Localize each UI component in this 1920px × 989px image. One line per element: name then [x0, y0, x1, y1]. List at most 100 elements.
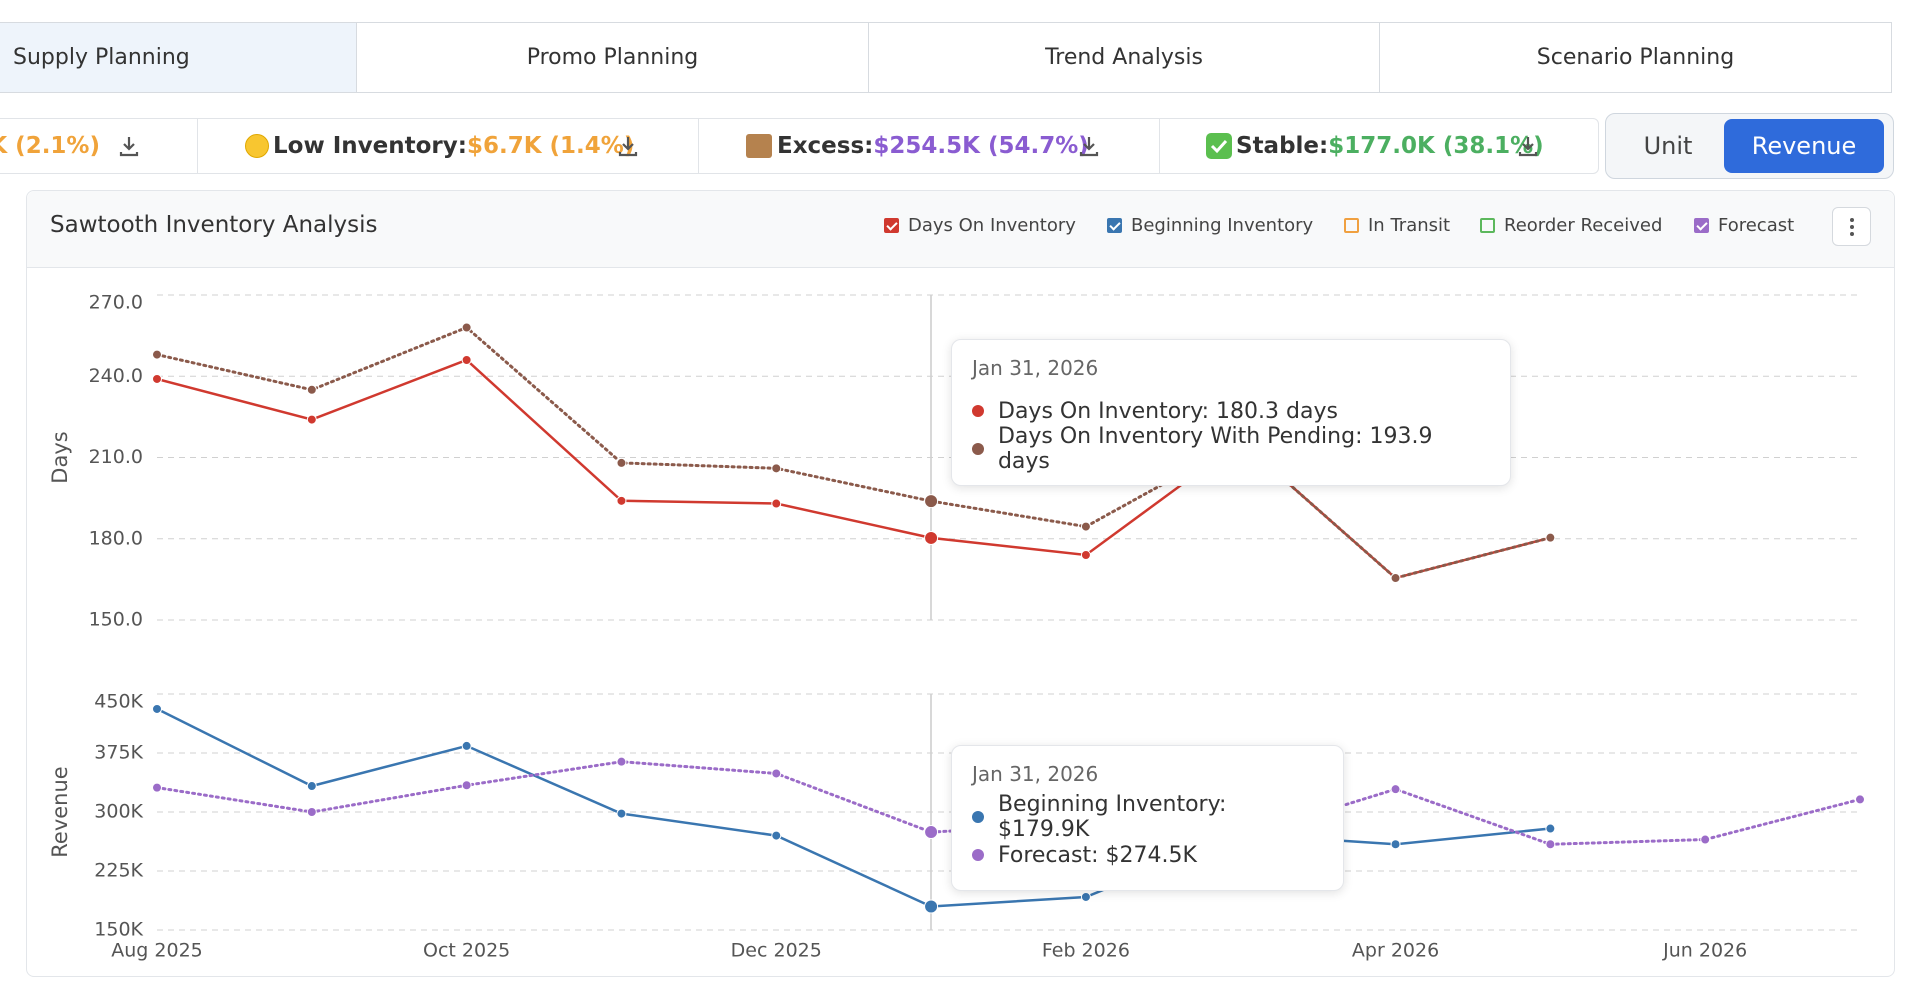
kpi-value: 9K (2.1%)	[0, 130, 100, 162]
legend-item[interactable]: Reorder Received	[1480, 215, 1662, 236]
data-point	[461, 322, 472, 333]
data-point	[152, 782, 162, 793]
tooltip-row: Days On Inventory With Pending: 193.9 da…	[972, 424, 1490, 474]
kpi-bar	[0, 118, 1599, 174]
tooltip-row: Forecast: $274.5K	[972, 836, 1323, 874]
kpi-label: Stable:	[1236, 133, 1329, 159]
download-button[interactable]	[1515, 133, 1541, 159]
data-point	[1080, 521, 1091, 532]
legend-item[interactable]: Forecast	[1694, 215, 1794, 236]
y-tick-label: 180.0	[89, 527, 143, 549]
checkbox[interactable]	[1344, 218, 1359, 233]
tooltip-text: Days On Inventory: 180.3 days	[998, 398, 1338, 424]
divider	[698, 118, 699, 174]
icon-low	[245, 134, 269, 158]
data-point	[461, 780, 472, 791]
check	[1210, 139, 1228, 154]
data-point	[152, 703, 162, 714]
divider	[1159, 118, 1160, 174]
data-point	[616, 756, 627, 767]
data-point	[616, 457, 627, 468]
x-tick-label: Apr 2026	[1352, 940, 1439, 962]
kpi-value: 9K (2.1%)	[0, 133, 100, 159]
checkbox[interactable]	[884, 218, 899, 233]
kpi-value: $177.0K (38.1%)	[1328, 133, 1544, 159]
kpi: Excess:$254.5K (54.7%)	[777, 130, 1089, 162]
y-tick-label: 270.0	[89, 292, 143, 314]
data-point	[306, 781, 317, 792]
tooltip-dot	[972, 405, 984, 417]
x-tick-label: Aug 2025	[111, 940, 203, 962]
data-point	[306, 384, 317, 395]
data-point	[152, 373, 162, 384]
legend-label: Reorder Received	[1504, 215, 1663, 236]
kpi: Low Inventory:$6.7K (1.4%)	[273, 130, 634, 162]
kpi-label: Low Inventory:	[273, 133, 467, 159]
divider	[197, 118, 198, 174]
legend-label: In Transit	[1368, 215, 1451, 236]
download-button[interactable]	[615, 133, 641, 159]
x-tick-label: Jun 2026	[1662, 940, 1747, 962]
tooltip-row: Beginning Inventory: $179.9K	[972, 792, 1323, 842]
checkbox[interactable]	[1107, 218, 1122, 233]
data-point	[1855, 794, 1865, 805]
legend-item[interactable]: Days On Inventory	[884, 215, 1076, 236]
tooltip-dot	[972, 443, 984, 455]
tooltip-text: Forecast: $274.5K	[998, 842, 1197, 868]
kpi-value: $6.7K (1.4%)	[466, 133, 635, 159]
data-point	[461, 355, 472, 365]
data-point	[1390, 839, 1401, 850]
data-point	[924, 899, 939, 914]
data-point	[1545, 532, 1556, 543]
y-tick-label: 300K	[94, 801, 143, 823]
y-tick-label: 450K	[94, 691, 143, 713]
tab[interactable]: Scenario Planning	[1379, 22, 1892, 93]
toggle-revenue[interactable]: Revenue	[1724, 119, 1884, 173]
legend-label: Beginning Inventory	[1131, 215, 1314, 236]
tab[interactable]: Promo Planning	[356, 22, 869, 93]
tooltip-title: Jan 31, 2026	[972, 356, 1099, 380]
x-tick-label: Feb 2026	[1042, 940, 1130, 962]
data-point	[616, 808, 627, 819]
kpi-value: $254.5K (54.7%)	[873, 133, 1089, 159]
tooltip-dot	[972, 811, 984, 823]
checkbox[interactable]	[1694, 218, 1709, 233]
tooltip-row: Days On Inventory: 180.3 days	[972, 392, 1490, 430]
data-point	[1080, 891, 1091, 902]
data-point	[1700, 834, 1711, 845]
tooltip: Jan 31, 2026 Days On Inventory: 180.3 day…	[951, 339, 1511, 486]
data-point	[1390, 784, 1401, 795]
data-point	[1080, 550, 1091, 560]
tooltip-title: Jan 31, 2026	[972, 762, 1099, 786]
download-button[interactable]	[116, 133, 142, 159]
checkbox[interactable]	[1480, 218, 1495, 233]
x-tick-label: Dec 2025	[731, 940, 822, 962]
card-title: Sawtooth Inventory Analysis	[50, 212, 378, 238]
legend-item[interactable]: Beginning Inventory	[1107, 215, 1313, 236]
toggle-unit[interactable]: Unit	[1643, 132, 1693, 160]
y-tick-label: 375K	[94, 742, 143, 764]
download-button[interactable]	[1076, 133, 1102, 159]
data-point	[306, 414, 317, 425]
legend-item[interactable]: In Transit	[1344, 215, 1450, 236]
data-point	[1545, 823, 1556, 834]
y-tick-label: 240.0	[89, 365, 143, 387]
data-point	[1545, 839, 1556, 850]
legend-label: Days On Inventory	[908, 215, 1076, 236]
tooltip: Jan 31, 2026 Beginning Inventory: $179.9K…	[951, 745, 1344, 891]
legend-label: Forecast	[1718, 215, 1795, 236]
data-point	[306, 807, 317, 817]
card-header	[27, 191, 1894, 268]
tooltip-text: Days On Inventory With Pending: 193.9 da…	[997, 424, 1433, 474]
tab[interactable]: Trend Analysis	[868, 22, 1380, 93]
data-point	[771, 830, 782, 841]
series-line	[155, 325, 1552, 580]
y-tick-label: 150K	[94, 919, 143, 941]
y-tick-label: 210.0	[89, 446, 143, 468]
tooltip-text: Beginning Inventory: $179.9K	[997, 792, 1227, 842]
menu-button[interactable]	[1832, 207, 1871, 246]
tab[interactable]: Supply Planning	[0, 22, 357, 93]
data-point	[1390, 573, 1401, 584]
data-point	[924, 494, 939, 509]
